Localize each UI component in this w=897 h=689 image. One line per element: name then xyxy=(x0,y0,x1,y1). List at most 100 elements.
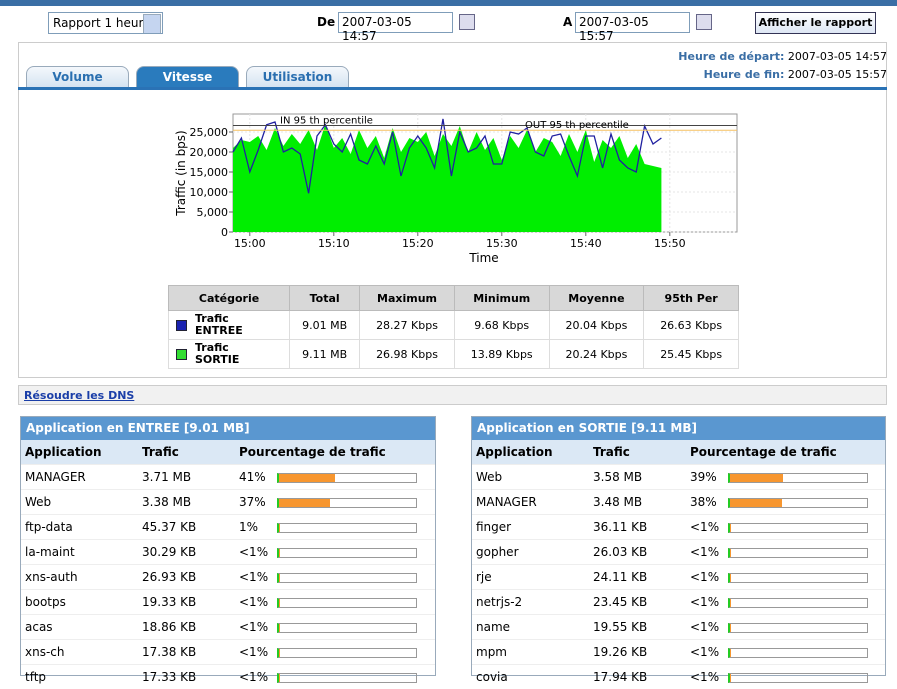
bar xyxy=(730,524,731,532)
percentage-cell: <1% xyxy=(686,540,885,565)
percentage-cell: <1% xyxy=(235,540,435,565)
percentage-cell: <1% xyxy=(235,615,435,640)
dns-bar: Résoudre les DNS xyxy=(18,385,887,405)
bar-track xyxy=(277,648,417,658)
traffic: 26.03 KB xyxy=(589,540,686,565)
cell: 20.04 Kbps xyxy=(549,311,644,340)
cell: 9.11 MB xyxy=(290,340,360,369)
x-tick-label: 15:50 xyxy=(654,237,686,250)
bar-track xyxy=(277,498,417,508)
app-panel: Application en ENTREE [9.01 MB]Applicati… xyxy=(20,416,436,676)
x-tick-label: 15:20 xyxy=(402,237,434,250)
annotation: IN 95 th percentile xyxy=(280,115,373,126)
bar xyxy=(279,599,280,607)
x-tick-label: 15:10 xyxy=(318,237,350,250)
percentage-cell: <1% xyxy=(686,665,885,689)
column-header: Catégorie xyxy=(169,286,290,311)
percentage-cell: <1% xyxy=(235,640,435,665)
bar xyxy=(279,649,280,657)
traffic: 19.33 KB xyxy=(138,590,235,615)
percentage-cell: <1% xyxy=(686,590,885,615)
percentage: <1% xyxy=(690,670,728,684)
y-tick-label: 25,000 xyxy=(190,126,229,139)
column-header: Pourcentage de trafic xyxy=(686,440,885,465)
percentage: <1% xyxy=(239,670,277,684)
bar-track xyxy=(728,473,868,483)
bar-track xyxy=(277,548,417,558)
panel-title: Application en ENTREE [9.01 MB] xyxy=(21,417,435,440)
percentage-cell: <1% xyxy=(235,665,435,689)
bar-track xyxy=(728,648,868,658)
percentage-cell: <1% xyxy=(235,565,435,590)
category-cell: Trafic ENTREE xyxy=(169,311,290,340)
column-header: 95th Per xyxy=(644,286,739,311)
category-cell: Trafic SORTIE xyxy=(169,340,290,369)
application: xns-ch xyxy=(21,640,138,665)
column-header: Application xyxy=(21,440,138,465)
application: covia xyxy=(472,665,589,689)
category-name: Trafic SORTIE xyxy=(195,342,250,366)
percentage-cell: 38% xyxy=(686,490,885,515)
bar xyxy=(730,549,731,557)
percentage-cell: <1% xyxy=(686,565,885,590)
traffic: 17.38 KB xyxy=(138,640,235,665)
percentage: 38% xyxy=(690,495,728,509)
traffic: 17.33 KB xyxy=(138,665,235,689)
application: gopher xyxy=(472,540,589,565)
bar-track xyxy=(277,523,417,533)
annotation: OUT 95 th percentile xyxy=(525,120,629,131)
traffic: 3.38 MB xyxy=(138,490,235,515)
cell: 9.01 MB xyxy=(290,311,360,340)
y-tick-label: 20,000 xyxy=(190,146,229,159)
cell: 20.24 Kbps xyxy=(549,340,644,369)
bar xyxy=(279,549,280,557)
percentage: <1% xyxy=(690,520,728,534)
application: Web xyxy=(472,465,589,490)
column-header: Moyenne xyxy=(549,286,644,311)
bar-track xyxy=(728,673,868,683)
bar-track xyxy=(277,473,417,483)
percentage: 41% xyxy=(239,470,277,484)
application: acas xyxy=(21,615,138,640)
traffic: 30.29 KB xyxy=(138,540,235,565)
application: xns-auth xyxy=(21,565,138,590)
bar xyxy=(279,524,280,532)
bar xyxy=(279,499,330,507)
application: MANAGER xyxy=(472,490,589,515)
bar-track xyxy=(728,523,868,533)
percentage: <1% xyxy=(690,620,728,634)
percentage: <1% xyxy=(690,595,728,609)
percentage: <1% xyxy=(239,545,277,559)
column-header: Total xyxy=(290,286,360,311)
application: Web xyxy=(21,490,138,515)
percentage: <1% xyxy=(239,595,277,609)
traffic: 3.58 MB xyxy=(589,465,686,490)
traffic: 36.11 KB xyxy=(589,515,686,540)
application: netrjs-2 xyxy=(472,590,589,615)
bar-track xyxy=(728,498,868,508)
y-tick-label: 10,000 xyxy=(190,186,229,199)
y-axis-title: Traffic (in bps) xyxy=(174,130,188,216)
percentage: 1% xyxy=(239,520,277,534)
bar xyxy=(730,574,731,582)
column-header: Maximum xyxy=(360,286,455,311)
dns-link[interactable]: Résoudre les DNS xyxy=(24,389,134,402)
cell: 28.27 Kbps xyxy=(360,311,455,340)
